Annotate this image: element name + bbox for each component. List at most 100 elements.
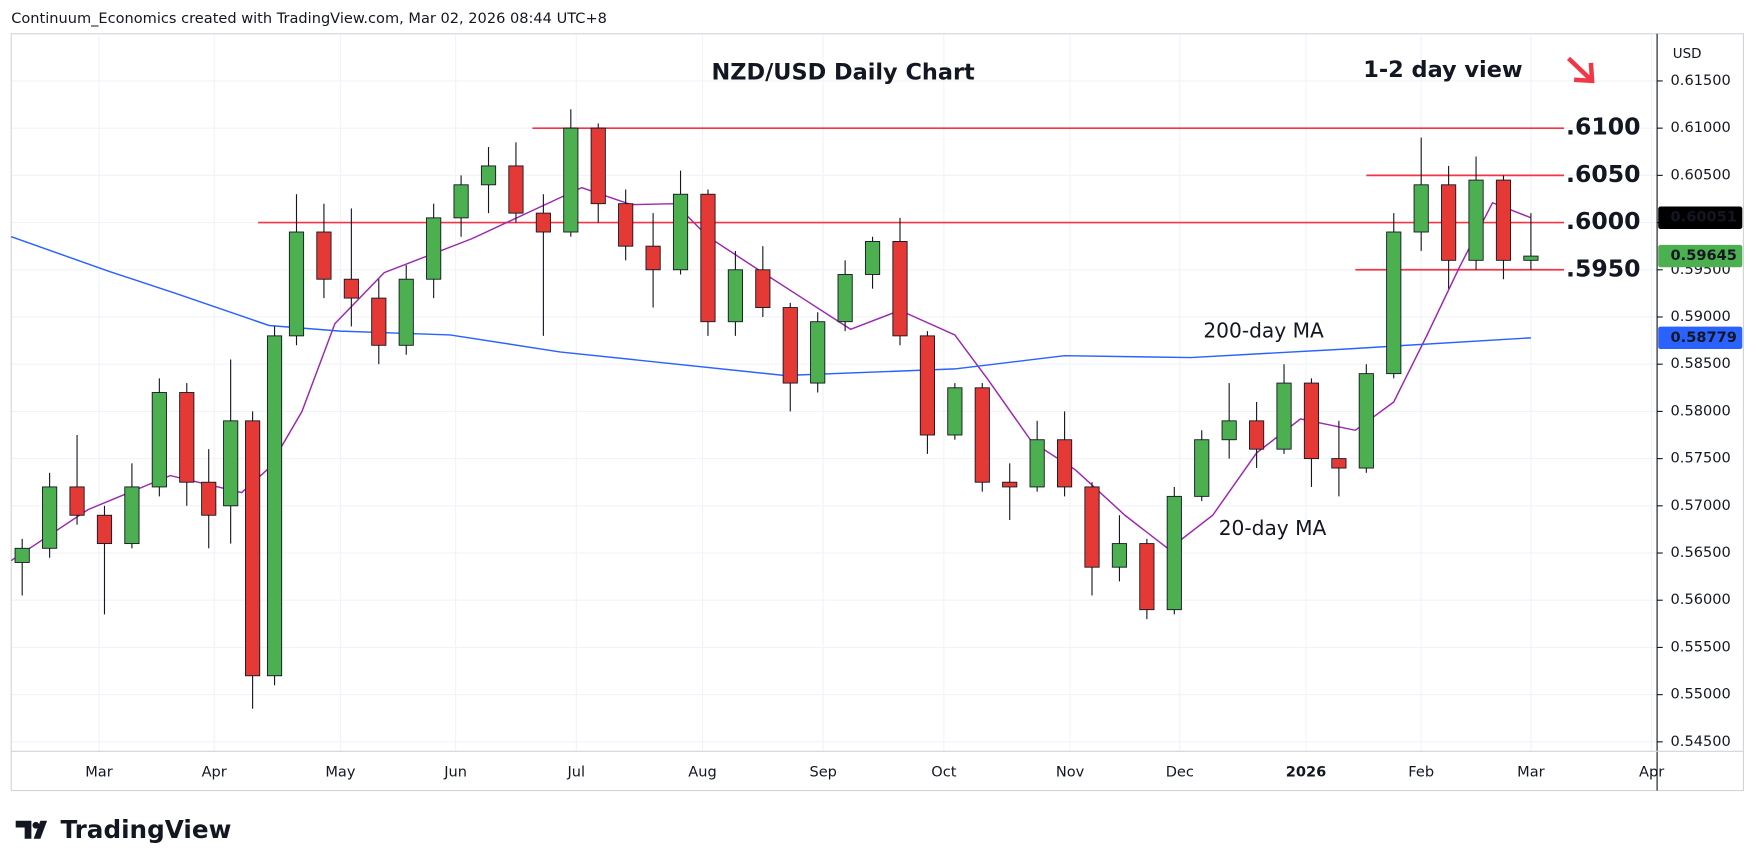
level-label: .6100 — [1566, 113, 1640, 141]
candle-body — [14, 547, 30, 563]
candle-body — [1111, 543, 1128, 568]
y-tick-label: 0.58000 — [1671, 402, 1731, 419]
chart-frame — [10, 33, 1744, 792]
header: Continuum_Economics created with Trading… — [11, 10, 607, 27]
x-tick-label: Nov — [1056, 764, 1085, 781]
candle-body — [124, 486, 140, 545]
x-tick-label: May — [325, 764, 355, 781]
x-tick-label: Apr — [202, 764, 227, 781]
price-label: 0.59645 — [1671, 247, 1737, 264]
view-annotation: 1-2 day view — [1363, 57, 1522, 83]
candle-body — [1386, 231, 1402, 375]
y-tick-label: 0.60500 — [1671, 166, 1731, 183]
candle-body — [1331, 458, 1347, 469]
moving-average-line — [10, 236, 1531, 377]
x-tick-label: Mar — [85, 764, 112, 781]
x-tick-label: Aug — [688, 764, 716, 781]
candle-body — [223, 420, 239, 507]
candle-body — [69, 486, 85, 516]
currency: USD — [1673, 47, 1702, 62]
candle-body — [426, 217, 442, 280]
y-tick-label: 0.57500 — [1671, 450, 1731, 467]
candle-body — [947, 387, 963, 436]
candle-body — [563, 127, 579, 233]
candle-body — [1056, 439, 1073, 488]
candle-body — [1413, 184, 1429, 233]
y-tick-label: 0.61000 — [1671, 119, 1731, 136]
candle-body — [1468, 179, 1484, 261]
candle-body — [974, 387, 990, 483]
y-tick-label: 0.54500 — [1671, 733, 1731, 750]
candle-body — [727, 269, 743, 323]
candle-body — [1084, 486, 1100, 568]
logo-text[interactable]: TradingView — [61, 815, 232, 844]
level-label: .5950 — [1566, 254, 1640, 282]
x-tick-label: Sep — [809, 764, 836, 781]
x-tick-label: Apr — [1639, 764, 1664, 781]
candle-body — [645, 245, 661, 271]
candle-body — [1166, 495, 1182, 611]
candle-body — [343, 278, 359, 299]
series-label: 200-day MA — [1203, 318, 1324, 342]
candle-body — [837, 274, 853, 323]
price-label-box — [1658, 326, 1743, 350]
candle-body — [1194, 439, 1210, 497]
y-tick-label: 0.59000 — [1671, 308, 1731, 325]
x-tick-label: Dec — [1166, 764, 1194, 781]
price-label: 0.58779 — [1671, 329, 1737, 346]
candle-body — [672, 193, 689, 271]
candle-body — [151, 392, 167, 488]
candle-body — [453, 184, 469, 219]
candle-body — [266, 335, 283, 677]
candle-body — [1221, 420, 1237, 441]
candle-body — [1249, 420, 1265, 450]
candle-body — [1358, 373, 1374, 469]
candle-body — [398, 278, 414, 346]
x-tick-label: Feb — [1408, 764, 1434, 781]
direction-arrow — [1566, 56, 1595, 84]
x-tick-label: Jun — [443, 764, 467, 781]
candle-body — [755, 269, 771, 308]
candle-body — [810, 321, 826, 384]
candle-body — [782, 307, 798, 384]
price-label-box — [1658, 244, 1743, 268]
candle-body — [508, 165, 524, 214]
candle-body — [42, 486, 58, 549]
moving-average-line — [10, 186, 1532, 562]
level-label: .6050 — [1566, 160, 1640, 188]
y-tick-label: 0.55000 — [1671, 686, 1731, 703]
candle-body — [700, 193, 716, 323]
y-tick-label: 0.57000 — [1671, 497, 1731, 514]
price-label-box — [1658, 206, 1743, 229]
candle-body — [892, 241, 908, 337]
y-tick-label: 0.55500 — [1671, 638, 1731, 655]
level-label: .6000 — [1566, 207, 1640, 235]
tradingview-logo[interactable]: TradingView — [15, 815, 232, 844]
x-tick-label: 2026 — [1286, 764, 1327, 781]
y-tick-label: 0.56500 — [1671, 544, 1731, 561]
candle-body — [1523, 255, 1539, 261]
candle-body — [179, 392, 195, 483]
x-tick-label: Mar — [1517, 764, 1544, 781]
candle-body — [618, 203, 634, 247]
candle-body — [371, 297, 387, 346]
candle-body — [1495, 179, 1512, 261]
candle-body — [201, 481, 217, 516]
y-tick-label: 0.61500 — [1671, 72, 1731, 89]
y-tick-label: 0.58500 — [1671, 355, 1731, 372]
candle-body — [245, 420, 261, 677]
candle-body — [1029, 439, 1045, 488]
candle-body — [316, 231, 332, 280]
y-tick-label: 0.56000 — [1671, 591, 1731, 608]
candle-body — [1441, 184, 1457, 261]
candle-body — [590, 127, 606, 205]
candle-body — [1002, 481, 1018, 488]
chart-title: NZD/USD Daily Chart — [711, 59, 975, 85]
candle-body — [919, 335, 936, 436]
series-label: 20-day MA — [1219, 516, 1327, 540]
x-tick-label: Jul — [567, 764, 586, 781]
candle-body — [480, 165, 497, 186]
candle-body — [535, 212, 551, 233]
